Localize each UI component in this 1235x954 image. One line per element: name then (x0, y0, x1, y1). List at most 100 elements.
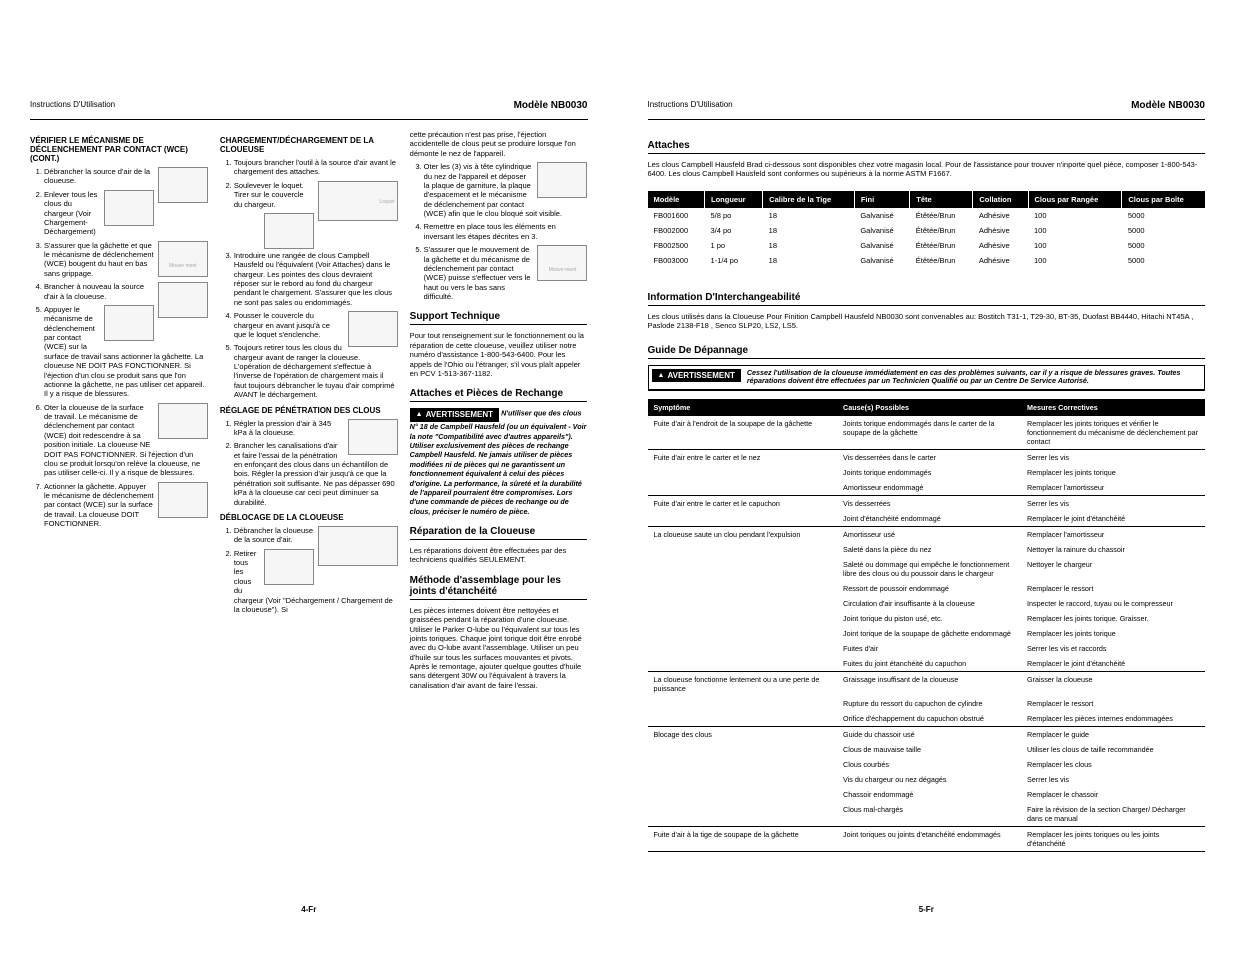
table-cell-action: Serrer les vis et raccords (1021, 641, 1205, 656)
table-cell-symptom (648, 772, 838, 787)
attaches-intro: Les clous Campbell Hausfeld Brad ci-dess… (648, 160, 1206, 179)
table-cell-cause: Fuites d'air (837, 641, 1021, 656)
table-cell-action: Remplacer le guide (1021, 726, 1205, 742)
fig-icon: Loquet (318, 181, 398, 221)
table-cell-cause: Vis desserrées (837, 495, 1021, 511)
warning-text: N'utiliser que des clous N° 18 de Campbe… (410, 409, 587, 516)
col-1: VÉRIFIER LE MÉCANISME DE DÉCLENCHEMENT P… (30, 130, 208, 895)
table-cell-cause: Vis desserrées dans le carter (837, 449, 1021, 465)
list-text: Débrancher la source d'air de la cloueus… (44, 167, 150, 185)
table-cell-cause: Fuites du joint étanchéité du capuchon (837, 656, 1021, 672)
table-cell-symptom (648, 511, 838, 527)
fig-icon (158, 482, 208, 518)
guide-warning-row: AVERTISSEMENT Cessez l'utilisation de la… (649, 366, 1205, 390)
table-cell-cause: Clous mal-chargés (837, 802, 1021, 827)
table-cell-symptom (648, 542, 838, 557)
attaches-pieces-title: Attaches et Pièces de Rechange (410, 388, 588, 402)
charge-list: Toujours brancher l'outil à la source d'… (220, 158, 398, 400)
table-cell-action: Faire la révision de la section Charger/… (1021, 802, 1205, 827)
list-item: Pousser le couvercle du chargeur en avan… (234, 311, 398, 339)
table-row: Fuites du joint étanchéité du capuchonRe… (648, 656, 1206, 672)
table-cell: Galvanisé (854, 238, 909, 253)
table-cell-symptom: La cloueuse fonctionne lentement ou a un… (648, 671, 838, 696)
table-cell-action: Nettoyer le chargeur (1021, 557, 1205, 581)
table-cell-symptom (648, 465, 838, 480)
table-cell: Étêtée/Brun (910, 208, 973, 223)
table-row: Vis du chargeur ou nez dégagésSerrer les… (648, 772, 1206, 787)
wce-title: VÉRIFIER LE MÉCANISME DE DÉCLENCHEMENT P… (30, 136, 208, 163)
table-row: Clous mal-chargésFaire la révision de la… (648, 802, 1206, 827)
table-row: Orifice d'échappement du capuchon obstru… (648, 711, 1206, 727)
warn-paragraph: AVERTISSEMENT N'utiliser que des clous N… (410, 408, 588, 516)
list-item: Introduire une rangée de clous Campbell … (234, 213, 398, 307)
table-row: Blocage des clousGuide du chassoir uséRe… (648, 726, 1206, 742)
table-cell-cause: Guide du chassoir usé (837, 726, 1021, 742)
table-row: Joint torique du piston usé, etc.Remplac… (648, 611, 1206, 626)
table-cell: Adhésive (973, 238, 1028, 253)
table-cell-cause: Graissage insuffisant de la cloueuse (837, 671, 1021, 696)
table-cell-symptom: Fuite d'air à l'endroit de la soupape de… (648, 416, 838, 450)
guide-title: Guide De Dépannage (648, 345, 1206, 359)
list-text: Régler la pression d'air à 345 kPa à la … (234, 419, 331, 437)
table-header-cell: Fini (854, 191, 909, 208)
fig-icon (104, 190, 154, 226)
table-cell-action: Serrer les vis (1021, 449, 1205, 465)
table-header-cell: Mesures Correctives (1021, 399, 1205, 416)
table-cell-action: Inspecter le raccord, tuyau ou le compre… (1021, 596, 1205, 611)
table-cell: 100 (1028, 253, 1122, 268)
table-cell-action: Serrer les vis (1021, 772, 1205, 787)
table-cell: 3/4 po (705, 223, 763, 238)
table-row: Fuite d'air à l'endroit de la soupape de… (648, 416, 1206, 450)
fig-icon (264, 549, 314, 585)
table-cell: 1-1/4 po (705, 253, 763, 268)
col-3: cette précaution n'est pas prise, l'éjec… (410, 130, 588, 895)
table-row: La cloueuse saute un clou pendant l'expu… (648, 526, 1206, 542)
table-row: Amortisseur endommagéRemplacer l'amortis… (648, 480, 1206, 496)
list-text: Introduire une rangée de clous Campbell … (234, 251, 392, 307)
list-item: Mouve-mentS'assurer que le mouvement de … (424, 245, 588, 301)
table-cell: Adhésive (973, 208, 1028, 223)
list-item: Toujours retirer tous les clous du charg… (234, 343, 398, 399)
table-row: FB0025001 po18GalvaniséÉtêtée/BrunAdhési… (648, 238, 1206, 253)
table-cell-symptom (648, 596, 838, 611)
list-text: Pousser le couvercle du chargeur en avan… (234, 311, 330, 339)
table-cell-symptom: Fuite d'air entre le carter et le capuch… (648, 495, 838, 511)
table-cell-action: Remplacer le chassoir (1021, 787, 1205, 802)
list-item: Remettre en place tous les éléments en i… (424, 222, 588, 241)
table-cell-action: Remplacer le joint d'étanchéité (1021, 656, 1205, 672)
penetration-title: RÉGLAGE DE PÉNÉTRATION DES CLOUS (220, 406, 398, 415)
table-row: FB0016005/8 po18GalvaniséÉtêtée/BrunAdhé… (648, 208, 1206, 223)
table-cell-cause: Joint torique de la soupape de gâchette … (837, 626, 1021, 641)
table-cell-symptom (648, 757, 838, 772)
troubleshooting-table: SymptômeCause(s) PossiblesMesures Correc… (648, 399, 1206, 852)
table-cell: 18 (763, 238, 855, 253)
table-cell-cause: Joint torique du piston usé, etc. (837, 611, 1021, 626)
table-cell-cause: Saleté ou dommage qui empêche le fonctio… (837, 557, 1021, 581)
table-cell: FB002000 (648, 223, 705, 238)
interchange-title: Information D'Interchangeabilité (648, 292, 1206, 306)
table-cell-symptom (648, 742, 838, 757)
fig-label: Mouve-ment (538, 266, 586, 274)
page-header: Instructions D'Utilisation Modèle NB0030 (30, 100, 588, 111)
warning-badge: AVERTISSEMENT (410, 408, 499, 422)
warning-badge: AVERTISSEMENT (652, 369, 741, 382)
fig-icon (158, 403, 208, 439)
table-cell-cause: Chassoir endommagé (837, 787, 1021, 802)
table-row: Joint d'étanchéité endommagéRemplacer le… (648, 511, 1206, 527)
table-header-cell: Symptôme (648, 399, 838, 416)
table-cell: FB002500 (648, 238, 705, 253)
table-row: Joints torique endommagésRemplacer les j… (648, 465, 1206, 480)
table-cell: FB001600 (648, 208, 705, 223)
fig-label: Loquet (379, 184, 394, 220)
header-instructions: Instructions D'Utilisation (30, 100, 115, 111)
table-cell-symptom (648, 802, 838, 827)
list-text: Enlever tous les clous du chargeur (Voir… (44, 190, 97, 237)
table-row: Saleté dans la pièce du nezNettoyer la r… (648, 542, 1206, 557)
table-cell-cause: Joint toriques ou joints d'etanchéité en… (837, 826, 1021, 851)
repair-text: Les réparations doivent être effectuées … (410, 546, 588, 565)
list-item: Toujours brancher l'outil à la source d'… (234, 158, 398, 177)
table-cell-action: Serrer les vis (1021, 495, 1205, 511)
list-item: Mouve mentS'assurer que la gâchette et q… (44, 241, 208, 279)
table-cell: 100 (1028, 238, 1122, 253)
table-cell-action: Remplacer les joints toriques ou les joi… (1021, 826, 1205, 851)
